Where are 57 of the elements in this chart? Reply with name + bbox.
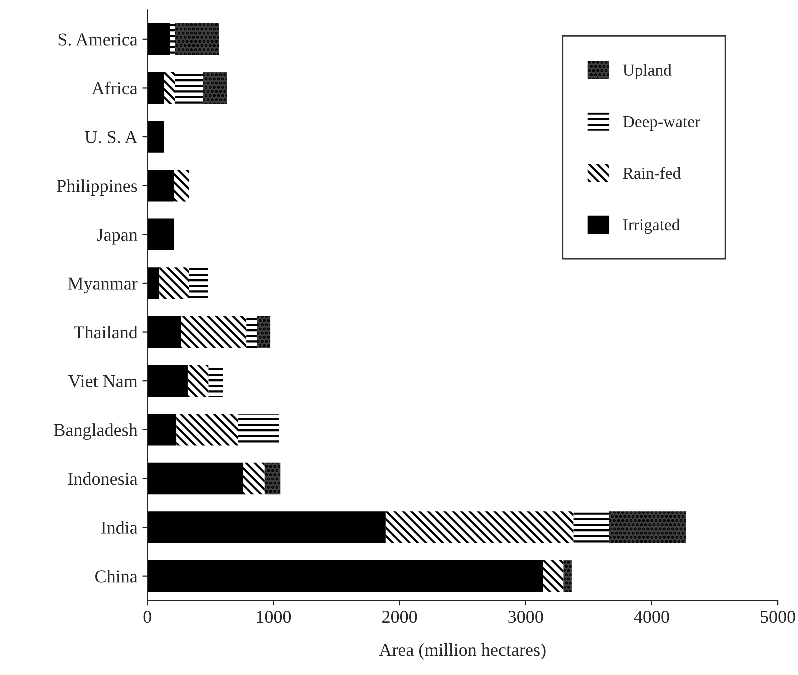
y-tick-label: Myanmar — [68, 278, 138, 294]
bar — [148, 316, 182, 348]
x-tick-label: 4000 — [634, 610, 670, 624]
x-tick-label: 5000 — [761, 610, 796, 624]
bar — [238, 414, 280, 446]
y-tick-label: U. S. A — [85, 131, 138, 144]
bar — [189, 268, 208, 300]
bar — [544, 560, 564, 592]
bar — [243, 462, 265, 495]
bar — [148, 121, 164, 153]
bar — [148, 462, 244, 495]
bar — [386, 512, 574, 544]
bar — [164, 72, 176, 104]
bar — [175, 24, 220, 56]
bar — [148, 218, 174, 251]
y-tick-label: Viet Nam — [68, 375, 138, 388]
bar — [264, 462, 281, 495]
y-tick-label: Bangladesh — [54, 424, 138, 440]
y-tick-label: China — [96, 570, 138, 583]
legend-label: Rain-fed — [623, 167, 681, 180]
y-tick-label: India — [101, 521, 138, 534]
bar — [174, 170, 190, 202]
legend-label: Deep-water — [623, 116, 700, 131]
bar — [181, 316, 247, 348]
bar — [160, 268, 190, 300]
x-tick-label: 3000 — [508, 610, 544, 624]
legend-label: Irrigated — [623, 218, 680, 234]
bar — [609, 512, 686, 544]
bar — [148, 24, 170, 56]
x-tick-label: 1000 — [257, 610, 292, 624]
y-tick-label: Indonesia — [68, 472, 138, 486]
y-tick-label: Thailand — [74, 326, 138, 339]
bar — [203, 72, 228, 104]
y-tick-label: S. America — [58, 34, 138, 46]
bar — [175, 72, 204, 104]
bar — [148, 72, 164, 104]
bar — [574, 512, 610, 544]
bar — [246, 316, 258, 348]
bar — [208, 365, 224, 397]
y-tick-label: Japan — [97, 229, 138, 245]
bar — [170, 24, 176, 56]
bar — [188, 365, 209, 397]
bar — [176, 414, 238, 446]
bar — [148, 170, 174, 202]
x-tick-label: 0 — [144, 610, 152, 624]
bar — [148, 560, 544, 592]
bar — [564, 560, 572, 592]
y-tick-label: Philippines — [57, 180, 138, 196]
x-tick-label: 2000 — [382, 610, 418, 624]
bar — [148, 268, 160, 300]
bar — [257, 316, 271, 348]
legend-label: Upland — [623, 64, 672, 80]
bar — [148, 365, 188, 397]
bar — [148, 414, 177, 446]
x-axis-title: Area (million hectares) — [379, 644, 546, 660]
y-tick-label: Africa — [92, 82, 138, 95]
bar — [148, 512, 386, 544]
